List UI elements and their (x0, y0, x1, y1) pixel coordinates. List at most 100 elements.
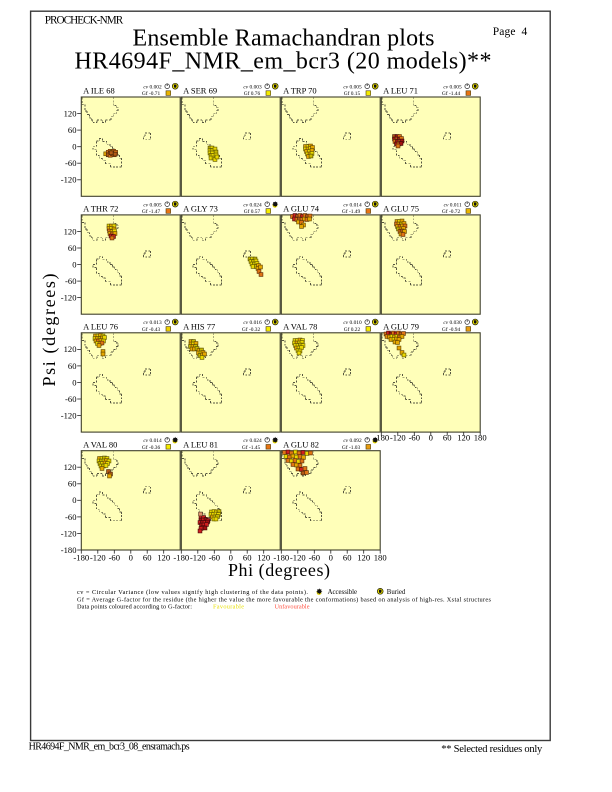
svg-text:-180: -180 (73, 553, 89, 563)
svg-text:-60: -60 (65, 394, 76, 404)
svg-text:180: 180 (474, 433, 487, 443)
svg-text:Gf = Average G-factor for the: Gf = Average G-factor for the residue (t… (77, 596, 492, 603)
svg-text:0: 0 (72, 259, 76, 269)
svg-text:cv 0.005: cv 0.005 (343, 84, 362, 90)
svg-text:Gf -1.47: Gf -1.47 (142, 208, 161, 215)
svg-text:0: 0 (329, 553, 333, 563)
svg-text:Gf -0.94: Gf -0.94 (442, 326, 461, 333)
svg-text:0: 0 (72, 495, 76, 505)
svg-text:-120: -120 (61, 410, 77, 420)
svg-text:A LEU 76: A LEU 76 (83, 321, 118, 331)
svg-text:Gf 0.57: Gf 0.57 (244, 208, 261, 215)
svg-text:Gf -0.43: Gf -0.43 (142, 326, 161, 333)
svg-text:-60: -60 (65, 276, 76, 286)
svg-text:A ILE 68: A ILE 68 (83, 86, 115, 96)
svg-text:60: 60 (143, 553, 152, 563)
svg-text:cv 0.010: cv 0.010 (343, 320, 362, 326)
svg-text:Accessible: Accessible (328, 589, 357, 596)
svg-text:Gf 0.22: Gf 0.22 (344, 326, 361, 333)
svg-text:Unfavourable: Unfavourable (275, 604, 310, 611)
svg-text:Gf 0.76: Gf 0.76 (244, 90, 261, 97)
svg-text:60: 60 (68, 125, 77, 135)
svg-text:-120: -120 (61, 175, 77, 185)
svg-text:A VAL 80: A VAL 80 (83, 439, 117, 449)
svg-text:A GLU 75: A GLU 75 (383, 204, 419, 214)
svg-text:Favourable: Favourable (213, 604, 244, 611)
svg-text:-180: -180 (173, 553, 189, 563)
svg-text:Psi (degrees): Psi (degrees) (39, 274, 60, 387)
svg-text:** Selected residues only: ** Selected residues only (441, 744, 543, 755)
svg-text:60: 60 (443, 433, 452, 443)
svg-text:-120: -120 (61, 293, 77, 303)
svg-text:0: 0 (129, 553, 133, 563)
svg-text:Buried: Buried (387, 589, 406, 596)
svg-text:60: 60 (343, 553, 352, 563)
svg-text:-120: -120 (61, 528, 77, 538)
svg-text:A VAL 78: A VAL 78 (283, 321, 317, 331)
svg-text:-60: -60 (209, 553, 220, 563)
svg-text:HR4694F_NMR_em_bcr3 (20 models: HR4694F_NMR_em_bcr3 (20 models)** (75, 49, 492, 75)
svg-text:PROCHECK-NMR: PROCHECK-NMR (45, 14, 124, 26)
svg-text:Gf -0.71: Gf -0.71 (142, 90, 161, 97)
svg-text:cv 0.016: cv 0.016 (243, 320, 262, 326)
svg-text:cv 0.005: cv 0.005 (143, 202, 162, 208)
svg-text:cv 0.030: cv 0.030 (443, 320, 462, 326)
svg-text:0: 0 (229, 553, 233, 563)
svg-text:0: 0 (72, 142, 76, 152)
svg-text:60: 60 (68, 243, 77, 253)
svg-text:-60: -60 (65, 158, 76, 168)
svg-text:Gf -0.36: Gf -0.36 (142, 444, 161, 451)
svg-text:-60: -60 (65, 512, 76, 522)
svg-text:120: 120 (157, 553, 170, 563)
svg-text:0: 0 (72, 377, 76, 387)
svg-text:120: 120 (64, 344, 77, 354)
svg-text:A SER 69: A SER 69 (183, 86, 217, 96)
svg-text:-180: -180 (61, 545, 77, 555)
svg-text:A HIS 77: A HIS 77 (183, 321, 215, 331)
svg-text:A TRP 70: A TRP 70 (283, 86, 317, 96)
svg-text:Gf -1.44: Gf -1.44 (442, 90, 461, 97)
svg-text:-180: -180 (373, 433, 389, 443)
svg-text:cv 0.013: cv 0.013 (143, 320, 162, 326)
svg-text:120: 120 (257, 553, 270, 563)
svg-text:120: 120 (64, 462, 77, 472)
svg-text:120: 120 (357, 553, 370, 563)
svg-text:180: 180 (374, 553, 387, 563)
svg-text:Gf -1.03: Gf -1.03 (342, 444, 361, 451)
svg-text:120: 120 (64, 226, 77, 236)
svg-text:-120: -120 (390, 433, 406, 443)
svg-text:HR4694F_NMR_em_bcr3_08_ensrama: HR4694F_NMR_em_bcr3_08_ensramach.ps (29, 742, 190, 753)
svg-text:0: 0 (429, 433, 433, 443)
svg-text:-60: -60 (409, 433, 420, 443)
svg-text:-60: -60 (109, 553, 120, 563)
svg-text:120: 120 (64, 109, 77, 119)
svg-text:Gf -1.49: Gf -1.49 (342, 208, 361, 215)
svg-text:A LEU 81: A LEU 81 (183, 439, 218, 449)
svg-text:Gf -1.45: Gf -1.45 (242, 444, 261, 451)
svg-text:cv 0.024: cv 0.024 (243, 438, 262, 444)
svg-text:120: 120 (457, 433, 470, 443)
svg-text:cv 0.092: cv 0.092 (343, 438, 362, 444)
svg-text:cv 0.011: cv 0.011 (444, 202, 462, 208)
svg-text:Gf -0.72: Gf -0.72 (442, 208, 461, 215)
svg-text:cv 0.014: cv 0.014 (343, 202, 362, 208)
svg-text:60: 60 (68, 361, 77, 371)
svg-text:Phi (degrees): Phi (degrees) (228, 560, 330, 581)
svg-text:cv 0.024: cv 0.024 (243, 202, 262, 208)
svg-text:cv 0.003: cv 0.003 (243, 84, 262, 90)
svg-text:Gf -0.32: Gf -0.32 (242, 326, 261, 333)
svg-text:cv 0.002: cv 0.002 (143, 84, 162, 90)
svg-text:-120: -120 (90, 553, 106, 563)
svg-text:60: 60 (243, 553, 252, 563)
svg-text:-180: -180 (273, 553, 289, 563)
svg-text:A LEU 71: A LEU 71 (383, 86, 418, 96)
svg-text:cv = Circular Variance (low va: cv = Circular Variance (low values signi… (77, 589, 308, 596)
svg-text:cv 0.005: cv 0.005 (443, 84, 462, 90)
svg-text:A THR 72: A THR 72 (83, 204, 118, 214)
svg-text:A GLU 82: A GLU 82 (283, 439, 319, 449)
svg-text:A GLU 74: A GLU 74 (283, 204, 320, 214)
svg-text:Gf 0.15: Gf 0.15 (344, 90, 361, 97)
svg-text:Data points coloured according: Data points coloured according to G-fact… (77, 604, 192, 611)
svg-text:A GLU 79: A GLU 79 (383, 321, 419, 331)
svg-text:cv 0.014: cv 0.014 (143, 438, 162, 444)
